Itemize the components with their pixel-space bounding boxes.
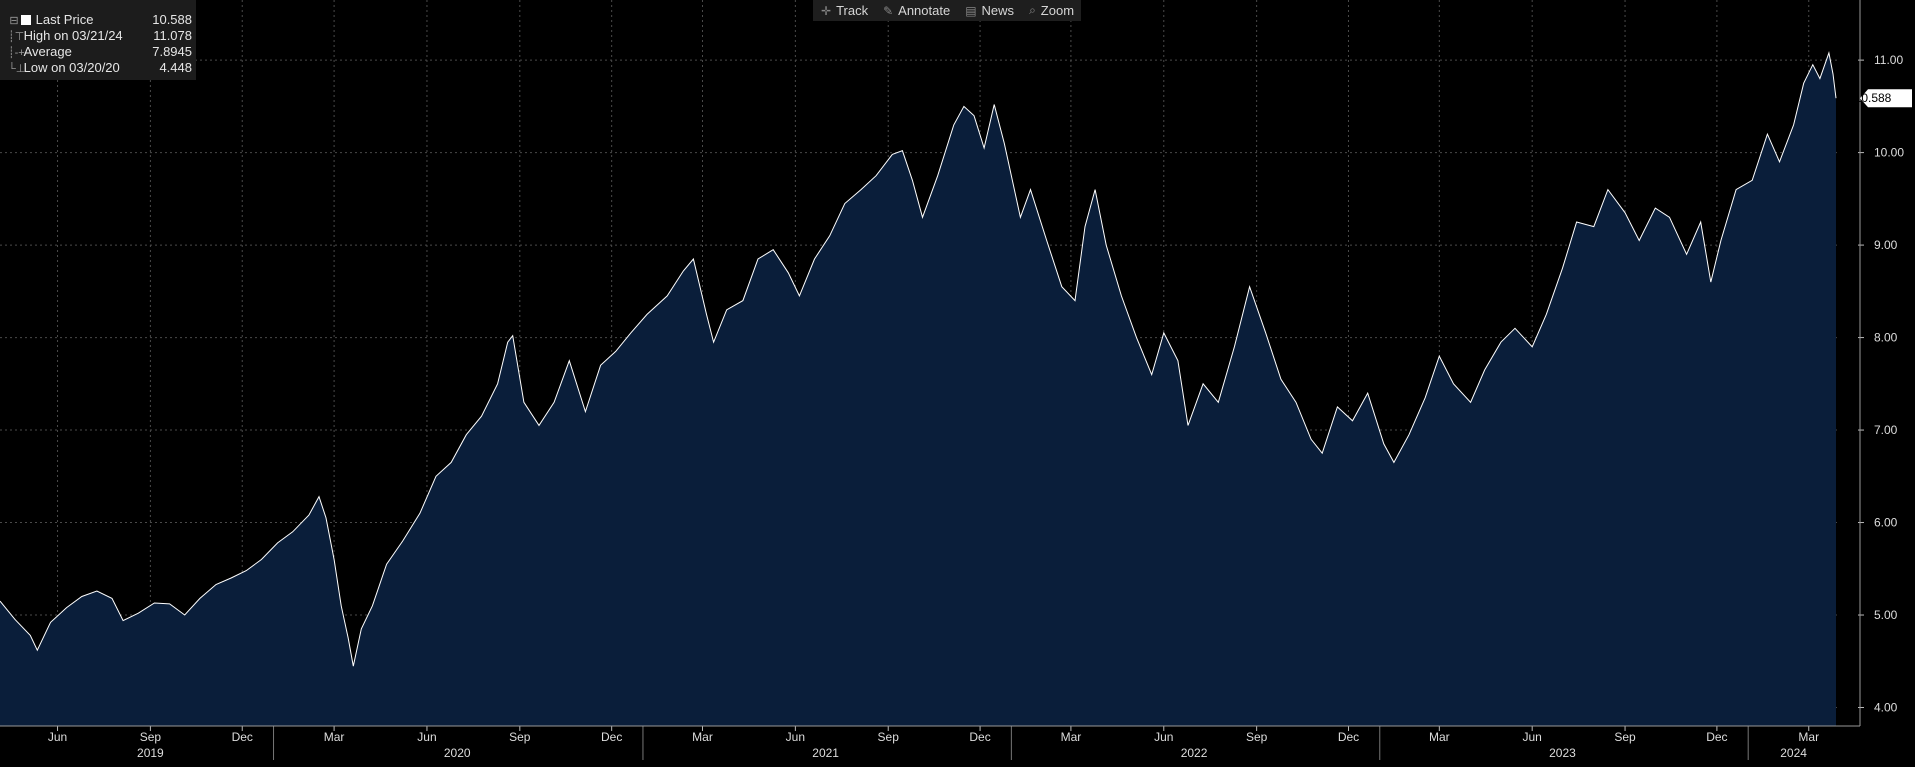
- x-month-label: Sep: [1246, 730, 1268, 744]
- x-month-label: Jun: [48, 730, 67, 744]
- news-icon: ▤: [965, 3, 977, 18]
- news-label: News: [981, 3, 1015, 18]
- annotate-button[interactable]: ✎ Annotate: [875, 0, 957, 21]
- price-line[interactable]: [0, 50, 1837, 667]
- magnifier-icon: ⌕: [1029, 3, 1036, 17]
- x-month-label: Mar: [1429, 730, 1450, 744]
- x-month-label: Mar: [1798, 730, 1819, 744]
- legend-item-low[interactable]: └⊥ Low on 03/20/20 4.448: [8, 60, 192, 76]
- crosshair-icon: ✛: [821, 3, 832, 18]
- legend-label: Average: [23, 44, 72, 59]
- x-month-label: Sep: [509, 730, 531, 744]
- track-button[interactable]: ✛ Track: [813, 0, 875, 21]
- x-month-label: Dec: [232, 730, 253, 744]
- x-month-label: Jun: [1154, 730, 1173, 744]
- x-month-label: Jun: [1523, 730, 1542, 744]
- last-price-tag: 10.588: [1855, 89, 1912, 108]
- legend-label: High on 03/21/24: [23, 28, 123, 43]
- y-tick-label: 7.00: [1874, 423, 1898, 437]
- x-year-label: 2024: [1780, 746, 1807, 760]
- y-tick-label: 4.00: [1874, 701, 1898, 715]
- legend-value: 11.078: [153, 28, 192, 43]
- square-swatch-icon: [21, 15, 31, 25]
- legend-label: Last Price: [35, 12, 94, 27]
- legend-value: 7.8945: [152, 44, 192, 59]
- x-year-label: 2020: [444, 746, 471, 760]
- legend-item-average[interactable]: ┊-+- Average 7.8945: [8, 44, 192, 60]
- legend-value: 4.448: [159, 60, 192, 75]
- x-month-label: Mar: [324, 730, 345, 744]
- pencil-icon: ✎: [883, 3, 894, 18]
- x-month-label: Dec: [601, 730, 622, 744]
- low-marker-icon: └⊥: [8, 63, 26, 75]
- y-tick-label: 6.00: [1874, 516, 1898, 530]
- x-month-label: Sep: [140, 730, 162, 744]
- x-month-label: Dec: [969, 730, 990, 744]
- y-tick-label: 10.00: [1874, 146, 1904, 160]
- average-line-icon: ┊-+-: [8, 47, 29, 59]
- x-month-label: Sep: [1614, 730, 1636, 744]
- collapse-icon[interactable]: ⊟: [9, 15, 19, 27]
- legend-value: 10.588: [152, 12, 192, 27]
- price-area: [0, 52, 1836, 726]
- zoom-label: Zoom: [1040, 3, 1075, 18]
- x-year-label: 2019: [137, 746, 164, 760]
- zoom-button[interactable]: ⌕ Zoom: [1021, 0, 1081, 21]
- x-month-label: Dec: [1706, 730, 1727, 744]
- legend-item-last-price[interactable]: ⊟ Last Price 10.588: [8, 12, 192, 28]
- last-price-tag-shape: [1860, 89, 1912, 108]
- y-tick-label: 8.00: [1874, 331, 1898, 345]
- x-year-label: 2021: [812, 746, 839, 760]
- y-tick-label: 11.00: [1874, 53, 1903, 67]
- y-tick-label: 9.00: [1874, 238, 1898, 252]
- last-price-tag-label: 10.588: [1855, 91, 1892, 105]
- x-month-label: Sep: [878, 730, 900, 744]
- x-month-label: Jun: [417, 730, 436, 744]
- annotate-label: Annotate: [898, 3, 951, 18]
- track-label: Track: [836, 3, 869, 18]
- news-button[interactable]: ▤ News: [957, 0, 1021, 21]
- x-year-label: 2022: [1181, 746, 1208, 760]
- chart-toolbar: ✛ Track ✎ Annotate ▤ News ⌕ Zoom: [813, 0, 1082, 21]
- x-month-label: Dec: [1338, 730, 1359, 744]
- legend-label: Low on 03/20/20: [23, 60, 120, 75]
- x-month-label: Jun: [786, 730, 805, 744]
- legend-item-high[interactable]: ┊⊤ High on 03/21/24 11.078: [8, 28, 192, 44]
- legend-panel: ⊟ Last Price 10.588 ┊⊤ High on 03/21/24 …: [0, 0, 196, 80]
- high-marker-icon: ┊⊤: [8, 31, 25, 43]
- x-month-label: Mar: [692, 730, 713, 744]
- y-tick-label: 5.00: [1874, 608, 1898, 622]
- x-year-label: 2023: [1549, 746, 1576, 760]
- x-month-label: Mar: [1061, 730, 1082, 744]
